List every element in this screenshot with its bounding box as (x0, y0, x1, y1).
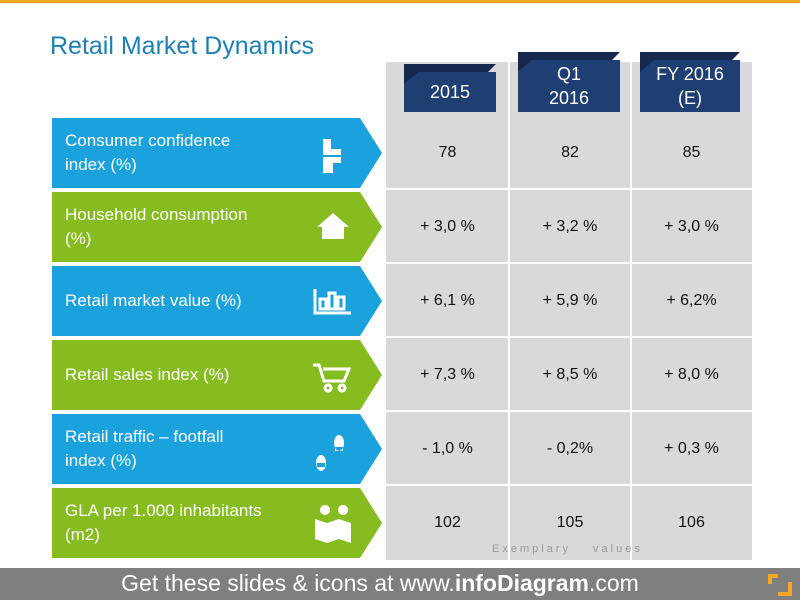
header-fold (404, 64, 496, 84)
row-label: GLA per 1.000 inhabitants (m2) (65, 501, 262, 544)
cell-value: + 8,0 % (664, 366, 719, 383)
footer-text: Get these slides & icons at www.infoDiag… (0, 570, 760, 597)
cell-value: + 6,1 % (420, 292, 475, 309)
cell-value: + 7,3 % (420, 366, 475, 383)
note: Exemplary values (492, 543, 643, 555)
logo-shape (768, 574, 792, 596)
cell-value: - 0,2% (546, 440, 594, 457)
header-box (640, 60, 740, 112)
row-arrow (52, 118, 382, 188)
row-icon (317, 213, 349, 239)
column-header: Q1 2016 (548, 64, 590, 108)
cell-value: + 0,3 % (664, 440, 719, 457)
row-label: Retail sales index (%) (65, 365, 230, 384)
cell-value: 102 (434, 514, 461, 531)
row-icon (313, 363, 352, 393)
row-arrow (52, 192, 382, 262)
top-line (0, 0, 800, 3)
header-box (404, 72, 496, 112)
header-box (518, 60, 620, 112)
row-icon (323, 139, 341, 173)
cell-value: + 3,0 % (420, 218, 475, 235)
row-label: Household consumption (%) (65, 205, 248, 248)
logo (768, 574, 792, 596)
cell-value: - 1,0 % (422, 440, 473, 457)
footer-prefix: Get these slides & icons at www. (121, 570, 455, 596)
cell-value: + 3,2 % (542, 218, 598, 235)
header-fold (518, 52, 620, 72)
row-label: Retail market value (%) (65, 291, 242, 310)
row-arrow (52, 488, 382, 558)
row-arrow (52, 266, 382, 336)
row-icon (313, 289, 351, 315)
table-background (386, 62, 752, 560)
row-label: Consumer confidence index (%) (65, 131, 231, 174)
cell-value: 85 (682, 144, 701, 161)
cell-value: + 8,5 % (542, 366, 598, 383)
row-arrow (52, 414, 382, 484)
cell-value: 82 (561, 144, 579, 161)
column-header: FY 2016 (E) (656, 64, 724, 108)
header-fold (640, 52, 740, 72)
column-header: 2015 (429, 82, 471, 102)
footer-brand: infoDiagram (454, 570, 589, 596)
footer-bar (0, 568, 800, 600)
cell-value: + 5,9 % (542, 292, 598, 309)
cell-value: 78 (438, 144, 457, 161)
row-icon (316, 435, 345, 471)
cell-value: + 3,0 % (664, 218, 719, 235)
row-label: Retail traffic – footfall index (%) (65, 427, 224, 470)
footer-suffix: .com (589, 570, 639, 596)
row-arrow (52, 340, 382, 410)
title: Retail Market Dynamics (50, 32, 314, 60)
cell-value: 105 (556, 514, 584, 531)
row-icon (315, 505, 351, 543)
cell-value: + 6,2% (666, 292, 717, 309)
cell-value: 106 (678, 514, 705, 531)
